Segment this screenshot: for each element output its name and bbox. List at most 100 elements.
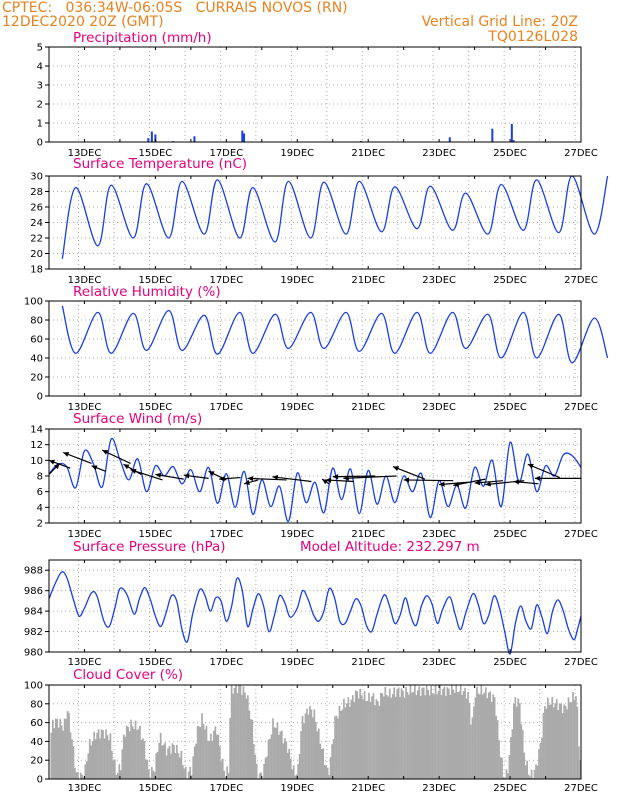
wind-arrow-head [485,481,491,487]
header-model-code: TQ0126L028 [488,29,578,45]
cloud-bar [93,731,96,779]
cloud-bar [183,768,186,779]
cloud-bar [96,732,98,779]
cloud-bar [263,763,265,779]
x-tick-label: 23DEC [422,529,456,540]
cloud-bar [411,692,413,779]
cloud-bar [501,757,503,779]
cloud-bar [366,700,369,779]
cloud-bar [155,753,158,779]
wind-arrow-head [244,479,250,485]
cloud-bar [137,728,140,779]
cloud-bar [375,699,378,779]
cloud-bar [156,751,159,779]
cloud-bar [446,687,449,779]
cloud-bar [182,765,184,779]
y-tick-label: 40 [30,737,43,748]
cloud-bar [372,693,375,779]
cloud-bar [439,685,441,779]
x-tick-label: 27DEC [564,783,598,794]
x-tick-label: 25DEC [493,529,527,540]
cloud-bar [517,698,520,779]
cloud-bar [90,745,93,779]
y-tick-label: 18 [30,265,43,276]
cloud-bar [221,758,224,779]
cloud-bar [230,685,233,779]
x-tick-label: 23DEC [422,783,456,794]
cloud-bar [381,693,384,779]
cloud-bar [573,699,576,779]
cloud-bar [173,745,175,779]
x-tick-label: 17DEC [209,529,243,540]
wind-arrow-head [130,468,137,474]
cloud-bar [229,718,231,779]
x-tick-label: 15DEC [139,783,173,794]
cloud-bar [207,740,209,779]
cloud-bar [158,742,161,779]
cloud-bar [453,692,456,779]
cloud-bar [199,727,202,779]
cloud-bar [493,697,496,779]
wind-arrow [130,469,163,481]
cloud-bar [307,714,310,779]
cloud-bar [270,734,273,779]
cloud-bar [380,692,382,779]
cloud-bar [473,706,475,779]
cloud-bar [353,701,356,779]
cloud-bar [103,738,106,779]
cloud-bar [498,739,500,779]
y-tick-label: 28 [30,187,43,198]
cloud-bar [558,703,561,779]
cloud-bar [165,755,168,779]
cloud-bar [480,685,483,779]
cloud-bar [313,709,316,779]
cloud-bar [548,705,551,779]
cloud-bar [499,756,502,779]
cloud-bar [433,694,435,779]
cloud-bar [428,695,431,779]
cloud-bar [306,708,308,779]
cloud-bar [248,710,251,779]
y-tick-label: 14 [30,425,43,436]
cloud-bar [521,729,524,779]
cloud-bar [369,702,372,779]
cloud-bar [189,766,192,779]
cloud-bar [563,704,565,779]
cloud-bar [255,763,258,779]
cloud-bar [320,749,323,779]
cloud-bar [442,688,444,779]
x-tick-label: 27DEC [564,657,598,668]
cloud-bar [329,757,332,779]
cloud-bar [455,685,458,779]
cloud-bar [337,718,339,779]
x-tick-label: 13DEC [68,657,102,668]
cloud-bar [393,687,395,779]
cloud-bar [291,769,294,779]
x-tick-label: 19DEC [280,657,314,668]
x-tick-label: 27DEC [564,529,598,540]
y-tick-label: 12 [30,440,43,451]
cloud-bar [538,749,540,779]
wind-arrow-head [332,474,339,480]
cloud-bar [552,707,555,779]
precip-bar [193,136,196,142]
cloud-bar [461,694,463,779]
cloud-bar [323,764,326,779]
cloud-bar [195,743,197,779]
cloud-bar [440,695,443,779]
cloud-bar [111,750,113,779]
cloud-bar [60,725,63,779]
cloud-bar [297,764,299,779]
wind-arrow-head [208,471,215,477]
wind-arrow [392,466,426,480]
cloud-bar [128,731,131,779]
cloud-bar [536,765,539,779]
cloud-bar [418,686,421,779]
y-tick-label: 20 [30,373,43,384]
cloud-bar [474,697,477,779]
cloud-bar [133,729,135,779]
x-tick-label: 21DEC [351,402,385,413]
wind-arrow-head [49,459,55,465]
wind-arrow-head [474,480,481,486]
cloud-bar [289,758,292,779]
